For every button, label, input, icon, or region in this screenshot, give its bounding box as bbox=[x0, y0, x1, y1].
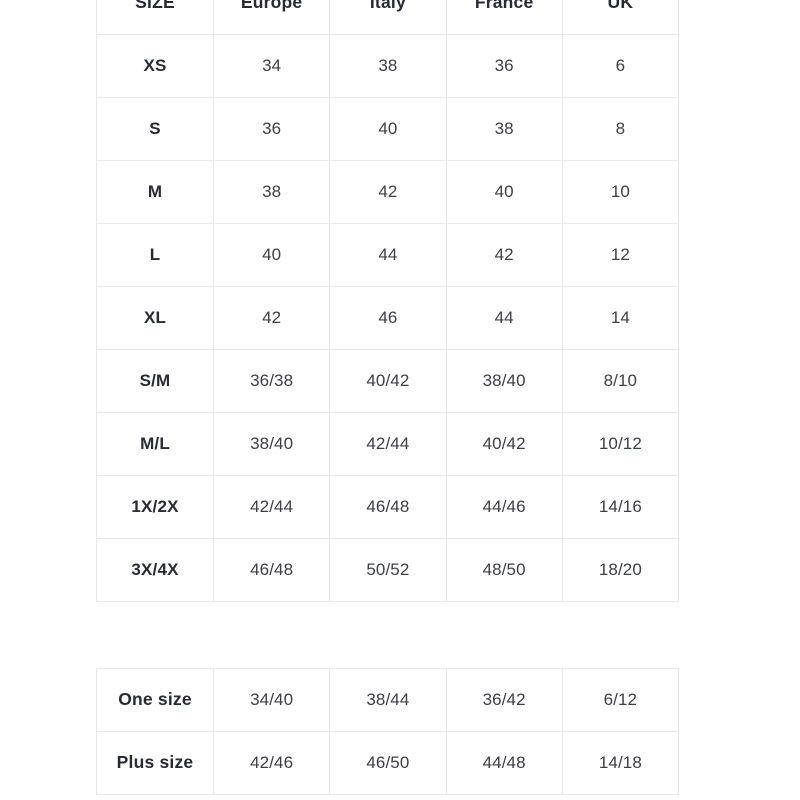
cell-europe: 34/40 bbox=[212, 668, 331, 732]
cell-france: 40/42 bbox=[445, 412, 563, 476]
column-header-size: SIZE bbox=[96, 0, 214, 35]
row-label: 1X/2X bbox=[96, 475, 214, 539]
table-body: One size 34/40 38/44 36/42 6/12 Plus siz… bbox=[96, 668, 680, 795]
cell-italy: 38/44 bbox=[329, 668, 447, 732]
cell-italy: 46 bbox=[329, 286, 447, 350]
cell-europe: 46/48 bbox=[212, 538, 331, 602]
cell-italy: 40/42 bbox=[329, 349, 447, 413]
cell-europe: 36/38 bbox=[212, 349, 331, 413]
table-row: M 38 42 40 10 bbox=[96, 160, 680, 224]
cell-europe: 42 bbox=[212, 286, 331, 350]
cell-italy: 46/48 bbox=[329, 475, 447, 539]
cell-uk: 10/12 bbox=[561, 412, 680, 476]
cell-uk: 6/12 bbox=[561, 668, 680, 732]
cell-uk: 10 bbox=[561, 160, 680, 224]
row-label: XL bbox=[96, 286, 214, 350]
row-label: Plus size bbox=[96, 731, 214, 795]
cell-france: 44 bbox=[445, 286, 563, 350]
table-body: XS 34 38 36 6 S 36 40 38 8 M 38 42 40 10 bbox=[96, 34, 680, 602]
cell-italy: 40 bbox=[329, 97, 447, 161]
cell-europe: 38/40 bbox=[212, 412, 331, 476]
cell-france: 44/46 bbox=[445, 475, 563, 539]
cell-france: 36/42 bbox=[445, 668, 563, 732]
cell-france: 40 bbox=[445, 160, 563, 224]
cell-uk: 18/20 bbox=[561, 538, 680, 602]
cell-italy: 50/52 bbox=[329, 538, 447, 602]
column-header-italy: Italy bbox=[329, 0, 447, 35]
column-header-europe: Europe bbox=[212, 0, 331, 35]
cell-france: 38 bbox=[445, 97, 563, 161]
cell-uk: 14/18 bbox=[561, 731, 680, 795]
cell-uk: 8 bbox=[561, 97, 680, 161]
size-conversion-table: SIZE Europe Italy France UK XS 34 38 36 … bbox=[96, 0, 680, 602]
row-label: 3X/4X bbox=[96, 538, 214, 602]
cell-europe: 36 bbox=[212, 97, 331, 161]
cell-france: 42 bbox=[445, 223, 563, 287]
cell-europe: 38 bbox=[212, 160, 331, 224]
cell-uk: 14 bbox=[561, 286, 680, 350]
row-label: L bbox=[96, 223, 214, 287]
row-label: M bbox=[96, 160, 214, 224]
cell-france: 36 bbox=[445, 34, 563, 98]
cell-italy: 44 bbox=[329, 223, 447, 287]
row-label: M/L bbox=[96, 412, 214, 476]
row-label: XS bbox=[96, 34, 214, 98]
column-header-france: France bbox=[445, 0, 563, 35]
cell-europe: 42/44 bbox=[212, 475, 331, 539]
cell-europe: 34 bbox=[212, 34, 331, 98]
table-row: S 36 40 38 8 bbox=[96, 97, 680, 161]
one-size-plus-size-table: One size 34/40 38/44 36/42 6/12 Plus siz… bbox=[96, 668, 680, 795]
row-label: S/M bbox=[96, 349, 214, 413]
cell-uk: 8/10 bbox=[561, 349, 680, 413]
header-row: SIZE Europe Italy France UK bbox=[96, 0, 680, 35]
table-row: L 40 44 42 12 bbox=[96, 223, 680, 287]
row-label: S bbox=[96, 97, 214, 161]
cell-italy: 42/44 bbox=[329, 412, 447, 476]
cell-europe: 40 bbox=[212, 223, 331, 287]
table-row: 1X/2X 42/44 46/48 44/46 14/16 bbox=[96, 475, 680, 539]
cell-uk: 12 bbox=[561, 223, 680, 287]
cell-italy: 38 bbox=[329, 34, 447, 98]
cell-europe: 42/46 bbox=[212, 731, 331, 795]
cell-italy: 46/50 bbox=[329, 731, 447, 795]
table-row: XL 42 46 44 14 bbox=[96, 286, 680, 350]
table-row: S/M 36/38 40/42 38/40 8/10 bbox=[96, 349, 680, 413]
cell-france: 48/50 bbox=[445, 538, 563, 602]
cell-france: 38/40 bbox=[445, 349, 563, 413]
table-row: XS 34 38 36 6 bbox=[96, 34, 680, 98]
table-header: SIZE Europe Italy France UK bbox=[96, 0, 680, 35]
table-row: M/L 38/40 42/44 40/42 10/12 bbox=[96, 412, 680, 476]
cell-uk: 6 bbox=[561, 34, 680, 98]
column-header-uk: UK bbox=[561, 0, 680, 35]
cell-uk: 14/16 bbox=[561, 475, 680, 539]
cell-italy: 42 bbox=[329, 160, 447, 224]
table-row: 3X/4X 46/48 50/52 48/50 18/20 bbox=[96, 538, 680, 602]
cell-france: 44/48 bbox=[445, 731, 563, 795]
row-label: One size bbox=[96, 668, 214, 732]
table-row: One size 34/40 38/44 36/42 6/12 bbox=[96, 668, 680, 732]
table-row: Plus size 42/46 46/50 44/48 14/18 bbox=[96, 731, 680, 795]
